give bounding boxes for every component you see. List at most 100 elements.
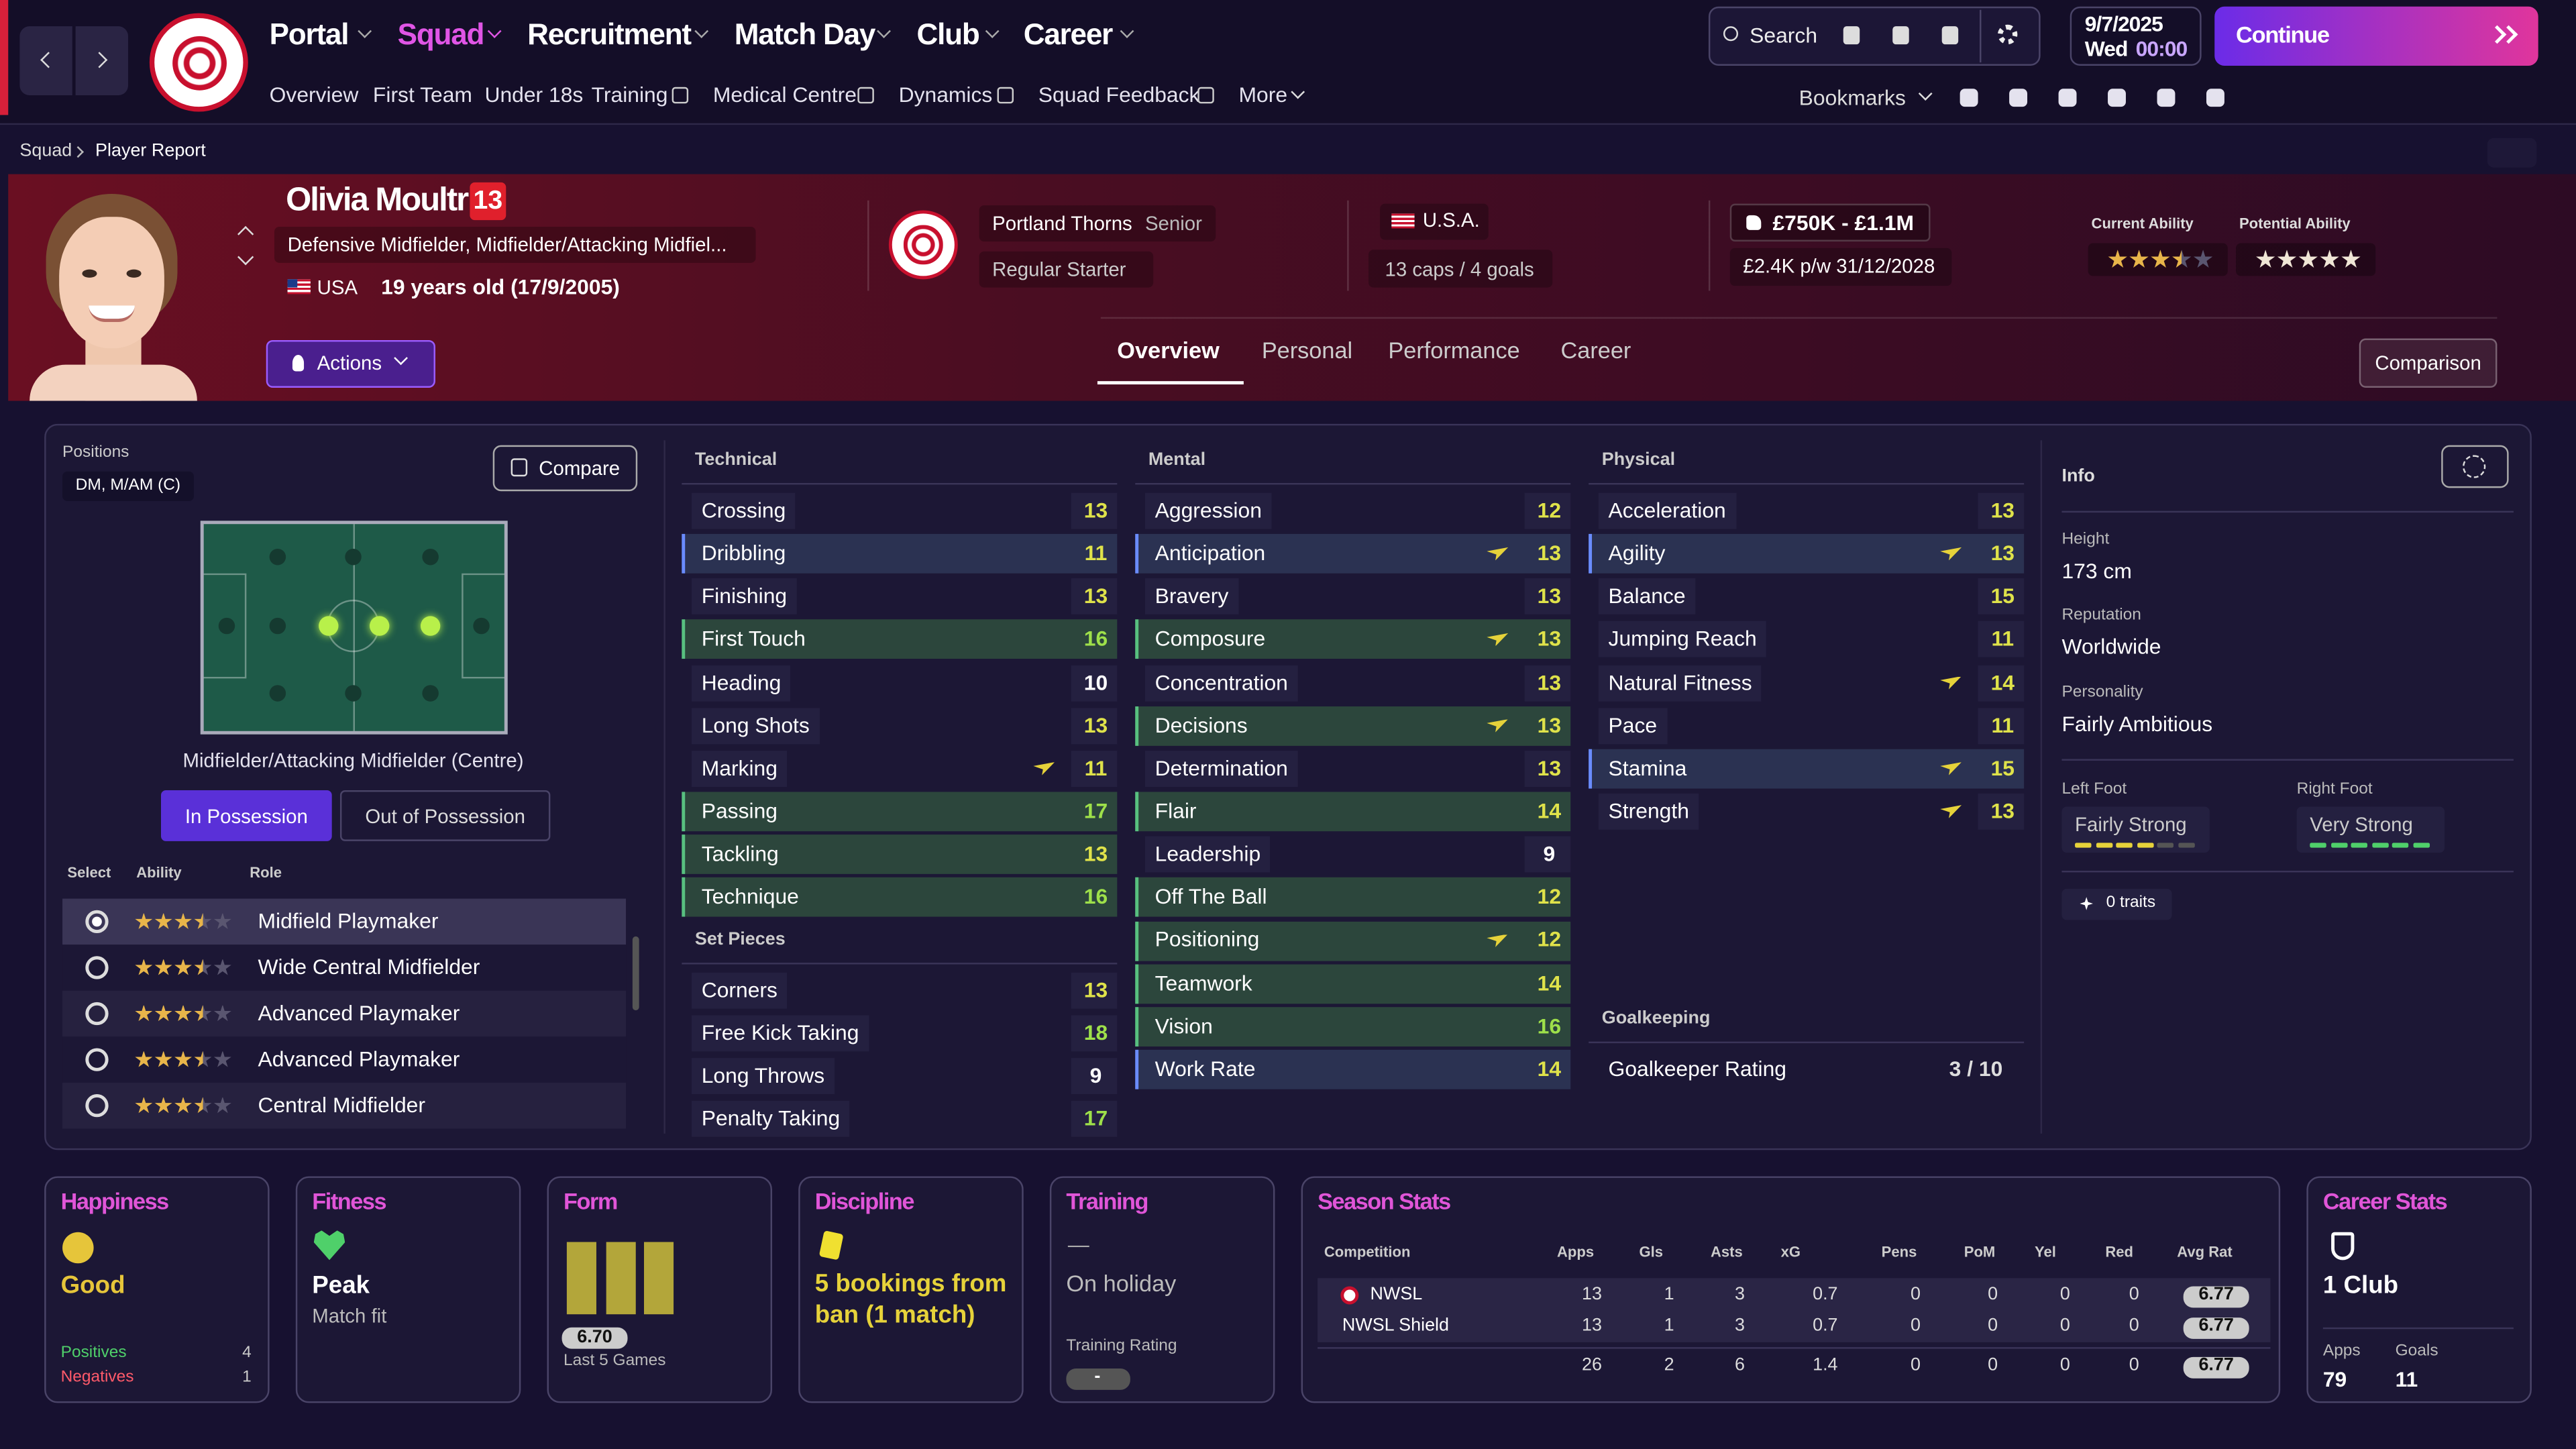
card[interactable] [44, 1176, 270, 1403]
settings-button[interactable] [1980, 9, 2035, 63]
breadcrumb-item[interactable]: Squad [19, 142, 72, 162]
happiness-status: Good [60, 1271, 125, 1299]
foot-strength-pip [2330, 843, 2347, 848]
happiness-icon [62, 1232, 94, 1264]
continue-label[interactable]: Continue [2236, 21, 2330, 48]
star-icon [135, 958, 153, 975]
breadcrumb-separator [72, 146, 84, 158]
quick-icon[interactable] [2206, 89, 2224, 107]
toggle-button[interactable] [160, 790, 332, 841]
attribute-name: Off The Ball [1155, 884, 1267, 909]
stats-value: 1 [1664, 1316, 1674, 1336]
toolbar-icon[interactable] [1843, 26, 1860, 45]
role-ability-stars [135, 912, 231, 930]
nav-submenu[interactable]: Under 18s [484, 82, 584, 107]
nav-menu[interactable]: Career [1023, 17, 1114, 51]
nav-submenu[interactable]: More [1238, 82, 1288, 107]
nav-submenu[interactable]: Medical Centre [712, 82, 857, 107]
foot-strength-pip [2412, 843, 2429, 848]
star-icon [2172, 250, 2192, 268]
nav-submenu[interactable]: Overview [269, 82, 359, 107]
tab[interactable]: Career [1560, 337, 1631, 364]
role-row[interactable] [62, 945, 627, 991]
traits-box[interactable] [2061, 888, 2172, 920]
nav-submenu[interactable]: Squad Feedback [1038, 82, 1200, 107]
current-ability-stars [2108, 250, 2213, 269]
stats-value: 0 [1911, 1285, 1921, 1305]
star-icon [2341, 250, 2361, 268]
nav-submenu[interactable]: First Team [372, 82, 472, 107]
compare-label[interactable]: Compare [539, 455, 621, 479]
role-row[interactable] [62, 990, 627, 1037]
attribute-row-key [682, 620, 1118, 660]
attribute-value-box [1978, 492, 2025, 529]
comparison-label[interactable]: Comparison [2375, 350, 2481, 374]
competition-crest [1340, 1286, 1359, 1305]
attribute-value-box [1071, 1015, 1118, 1052]
role-radio[interactable] [85, 1094, 109, 1118]
continue-button[interactable] [2214, 6, 2538, 66]
star-icon [213, 912, 231, 929]
star-icon [194, 1004, 212, 1022]
nav-submenu[interactable]: Training [591, 82, 668, 107]
nav-submenu[interactable]: Dynamics [898, 82, 993, 107]
info-button[interactable] [2441, 445, 2509, 488]
flag-canton [287, 279, 298, 288]
role-radio[interactable] [85, 956, 109, 979]
role-row[interactable] [62, 1036, 627, 1083]
quick-icon[interactable] [2108, 89, 2126, 107]
back-button[interactable] [19, 26, 72, 96]
toggle-label[interactable]: Out of Possession [365, 804, 525, 828]
toggle-label[interactable]: In Possession [184, 804, 308, 828]
card[interactable] [798, 1176, 1024, 1403]
header-divider [1347, 200, 1349, 291]
role-row[interactable] [62, 898, 627, 945]
tab[interactable]: Performance [1388, 337, 1520, 364]
toolbar-icon[interactable] [1941, 26, 1959, 45]
nav-menu[interactable]: Recruitment [527, 17, 692, 51]
comparison-button[interactable] [2359, 338, 2498, 388]
card[interactable] [2306, 1176, 2532, 1403]
nav-menu[interactable]: Match Day [734, 17, 876, 51]
quick-icon[interactable] [1960, 89, 1978, 107]
attribute-row-key [1135, 792, 1571, 832]
external-link-icon [997, 87, 1014, 104]
attribute-value: 9 [1543, 841, 1556, 866]
role-radio[interactable] [85, 910, 109, 934]
bookmarks-label[interactable]: Bookmarks [1799, 85, 1906, 110]
edit-button[interactable] [2487, 138, 2537, 168]
toggle-button[interactable] [339, 790, 551, 841]
tab[interactable]: Personal [1261, 337, 1353, 364]
star-icon [174, 1004, 192, 1022]
stats-value: 0 [1988, 1355, 1998, 1376]
attribute-name: Positioning [1155, 927, 1260, 953]
info-title: Info [2061, 466, 2095, 487]
forward-button[interactable] [75, 26, 129, 96]
fitness-status: Peak [312, 1271, 370, 1299]
role-row[interactable] [62, 1082, 627, 1129]
compare-button[interactable] [492, 445, 638, 492]
breadcrumb-item: Player Report [95, 142, 206, 162]
tab[interactable]: Overview [1117, 337, 1220, 364]
attribute-row-key [682, 792, 1118, 832]
nav-menu[interactable]: Squad [397, 17, 485, 51]
card[interactable] [295, 1176, 521, 1403]
status-box [979, 251, 1154, 288]
card[interactable] [1049, 1176, 1275, 1403]
quick-icon[interactable] [2009, 89, 2028, 107]
card-title: Career Stats [2322, 1188, 2448, 1215]
role-radio[interactable] [85, 1048, 109, 1071]
attribute-value-box [1071, 578, 1118, 615]
quick-icon[interactable] [2058, 89, 2077, 107]
photo-eye [82, 269, 97, 278]
actions-label[interactable]: Actions [317, 350, 382, 374]
role-radio[interactable] [85, 1002, 109, 1026]
attribute-name: Penalty Taking [692, 1101, 850, 1138]
pitch-box [203, 573, 247, 679]
attribute-name: Agility [1608, 540, 1666, 566]
quick-icon[interactable] [2157, 89, 2176, 107]
nav-menu[interactable]: Club [916, 17, 980, 51]
toolbar-icon[interactable] [1892, 26, 1909, 45]
search-label[interactable]: Search [1750, 23, 1818, 48]
nav-menu[interactable]: Portal [269, 17, 350, 51]
